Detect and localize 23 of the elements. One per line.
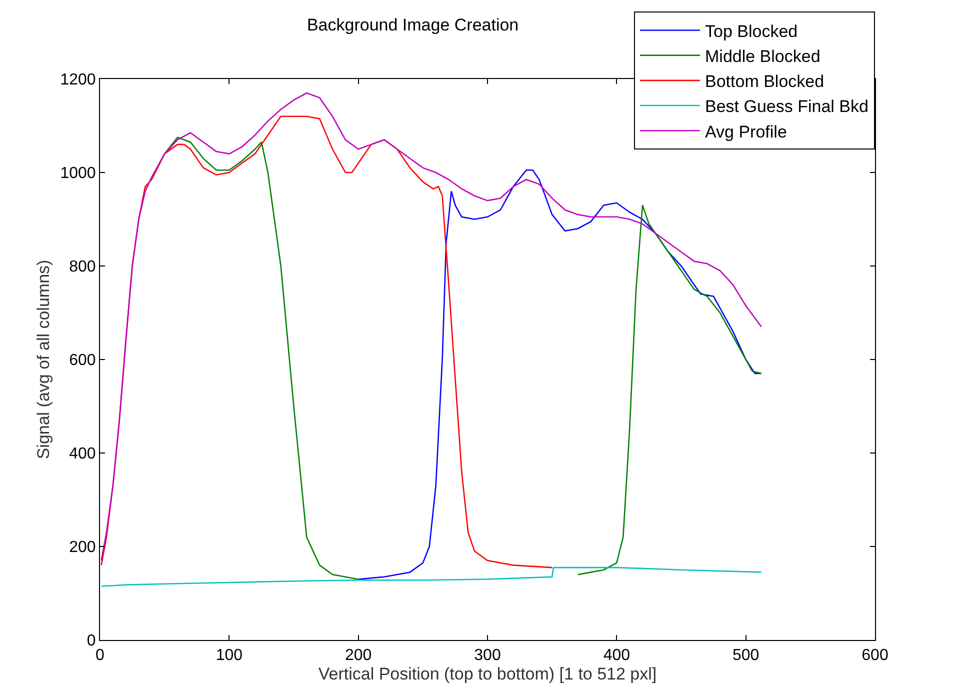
y-tick-label: 400	[69, 446, 96, 463]
y-tick-label: 1200	[60, 72, 96, 89]
x-tick-label: 400	[603, 647, 630, 664]
y-tick-label: 0	[86, 632, 96, 650]
y-tick-label: 200	[69, 539, 96, 556]
x-tick-label: 500	[732, 647, 760, 664]
legend-label: Middle Blocked	[705, 46, 820, 66]
x-tick-label: 200	[344, 647, 372, 664]
legend-label: Top Blocked	[705, 22, 798, 41]
legend-label: Bottom Blocked	[705, 72, 824, 92]
x-axis-title: Vertical Position (top to bottom) [1 to 512 pxl]	[318, 664, 657, 684]
y-tick-label: 1000	[60, 165, 96, 182]
y-axis-title: Signal (avg of all columns)	[34, 260, 53, 460]
x-tick-label: 300	[474, 647, 501, 664]
line-series	[100, 566, 762, 587]
x-tick-label: 100	[216, 647, 243, 664]
legend-label: Best Guess Final Bkd	[705, 97, 868, 116]
y-tick-label: 600	[69, 352, 96, 370]
x-tick-label: 600	[862, 647, 888, 664]
line-series	[358, 170, 762, 580]
chart-title: Background Image Creation	[306, 15, 519, 34]
legend-label: Avg Profile	[705, 122, 787, 142]
y-tick-label: 800	[69, 258, 96, 276]
